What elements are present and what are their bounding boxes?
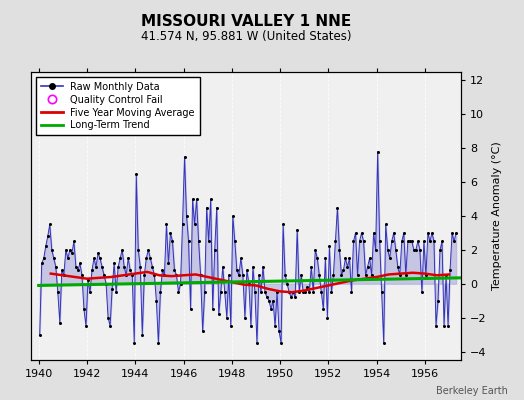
Text: MISSOURI VALLEY 1 NNE: MISSOURI VALLEY 1 NNE — [141, 14, 352, 29]
Text: 41.574 N, 95.881 W (United States): 41.574 N, 95.881 W (United States) — [141, 30, 352, 43]
Text: Berkeley Earth: Berkeley Earth — [436, 386, 508, 396]
Y-axis label: Temperature Anomaly (°C): Temperature Anomaly (°C) — [492, 142, 502, 290]
Legend: Raw Monthly Data, Quality Control Fail, Five Year Moving Average, Long-Term Tren: Raw Monthly Data, Quality Control Fail, … — [36, 77, 200, 135]
